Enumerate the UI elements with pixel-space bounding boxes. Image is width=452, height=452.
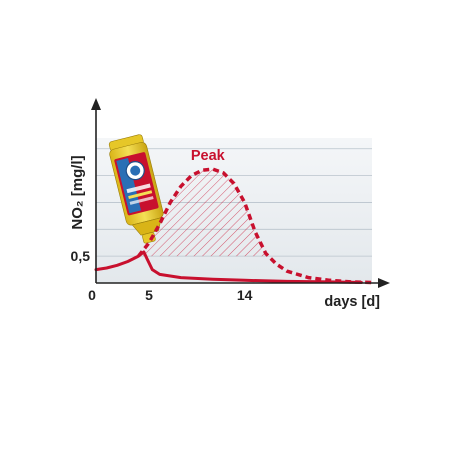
y-axis-label: NO₂ [mg/l]: [69, 155, 86, 229]
x-tick-label: 0: [88, 287, 96, 303]
y-tick-label: 0,5: [71, 248, 91, 264]
axes: [91, 98, 390, 288]
x-axis-arrow: [378, 278, 390, 288]
water-conditioner-bottle-icon: [108, 134, 164, 244]
peak-annotation: Peak: [191, 148, 226, 164]
x-axis-label: days [d]: [324, 294, 380, 310]
x-tick-label: 14: [237, 287, 253, 303]
x-tick-labels: 0 5 14: [88, 287, 253, 303]
series-dashed-line: [137, 167, 373, 285]
y-axis-arrow: [91, 98, 101, 110]
x-tick-label: 5: [145, 287, 153, 303]
peak-hatched-area: [138, 169, 266, 257]
y-tick-labels: 0,5: [71, 248, 91, 264]
series-solid-line: [94, 250, 363, 284]
